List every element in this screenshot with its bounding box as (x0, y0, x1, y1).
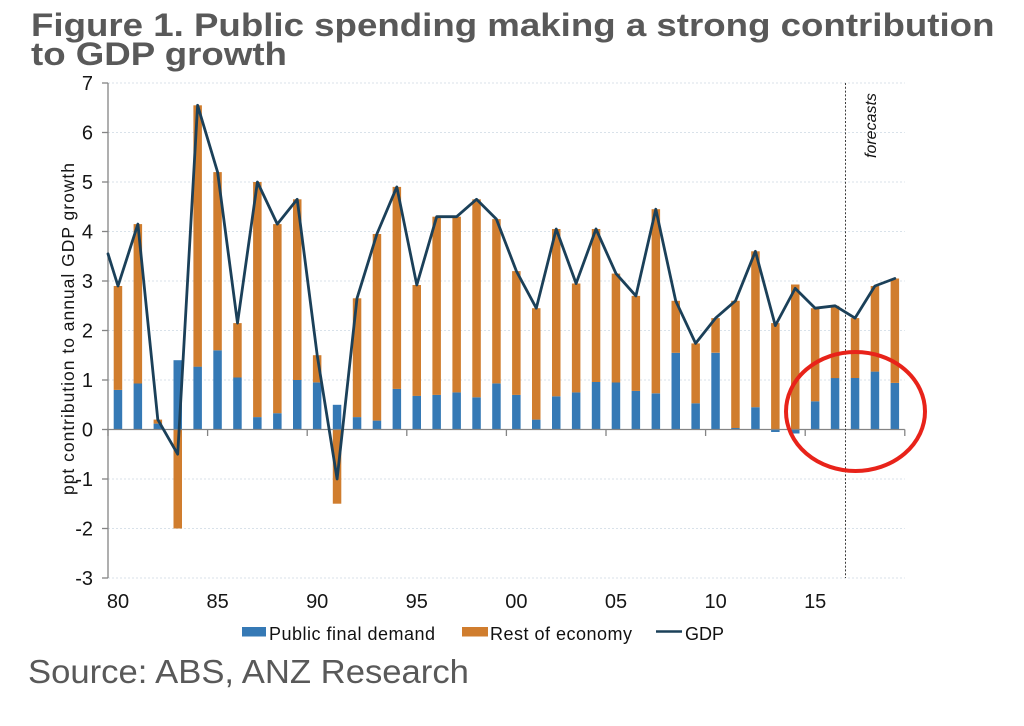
svg-text:80: 80 (107, 591, 129, 613)
svg-text:ppt contribution to annual GDP: ppt contribution to annual GDP growth (58, 163, 78, 495)
svg-text:Source: ABS, ANZ Research: Source: ABS, ANZ Research (28, 654, 469, 691)
svg-text:5: 5 (82, 172, 93, 194)
svg-text:-3: -3 (75, 568, 93, 590)
svg-text:6: 6 (82, 123, 93, 145)
svg-text:2: 2 (82, 321, 93, 343)
svg-text:forecasts: forecasts (863, 93, 880, 158)
svg-text:Rest of economy: Rest of economy (490, 624, 632, 644)
svg-text:85: 85 (206, 591, 228, 613)
svg-text:15: 15 (804, 591, 826, 613)
svg-text:-1: -1 (75, 469, 93, 491)
svg-text:0: 0 (82, 420, 93, 442)
svg-text:90: 90 (306, 591, 328, 613)
svg-text:3: 3 (82, 271, 93, 293)
svg-text:4: 4 (82, 222, 93, 244)
svg-text:Public final demand: Public final demand (269, 624, 435, 644)
svg-text:to GDP growth: to GDP growth (31, 37, 287, 72)
svg-text:00: 00 (505, 591, 527, 613)
svg-text:1: 1 (82, 370, 93, 392)
svg-text:05: 05 (605, 591, 627, 613)
svg-text:7: 7 (82, 73, 93, 95)
svg-text:10: 10 (704, 591, 726, 613)
svg-text:-2: -2 (75, 519, 93, 541)
svg-text:Figure 1. Public spending maki: Figure 1. Public spending making a stron… (31, 8, 994, 43)
svg-text:95: 95 (406, 591, 428, 613)
svg-text:GDP: GDP (685, 624, 724, 644)
